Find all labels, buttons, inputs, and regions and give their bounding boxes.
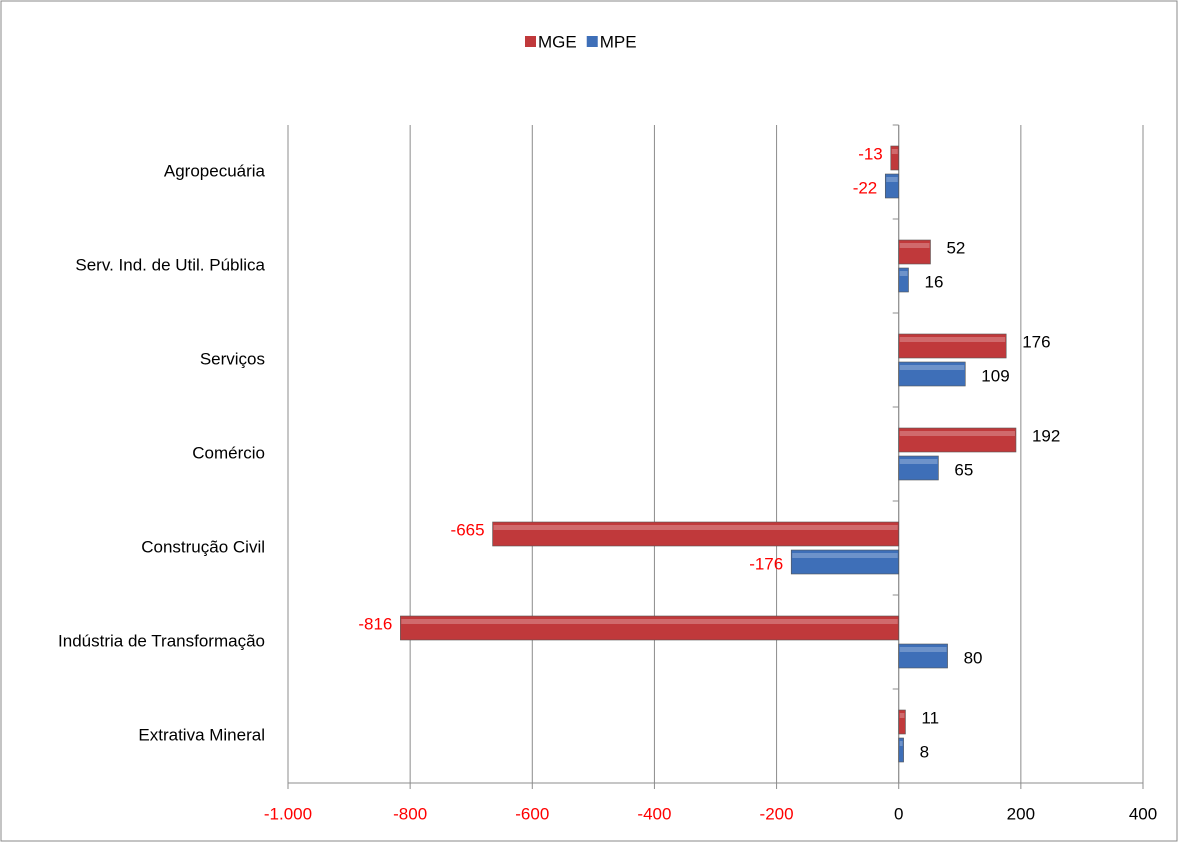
- legend-swatch: [586, 36, 598, 47]
- bar: [898, 737, 904, 763]
- bar: [898, 267, 909, 293]
- bar-highlight: [792, 553, 898, 558]
- data-label: -176: [749, 554, 783, 573]
- x-tick-label: -600: [515, 804, 549, 823]
- bar-highlight: [899, 337, 1006, 342]
- x-tick-label: 400: [1129, 804, 1157, 823]
- bar: [898, 239, 931, 265]
- data-label: 11: [921, 708, 939, 727]
- bar: [400, 615, 900, 641]
- x-tick-label: 0: [894, 804, 903, 823]
- bar-highlight: [899, 365, 965, 370]
- data-label: 8: [920, 742, 929, 761]
- legend-label: MGE: [538, 32, 577, 51]
- x-tick-label: -800: [393, 804, 427, 823]
- bar-highlight: [899, 243, 930, 248]
- bar: [898, 427, 1017, 453]
- bar: [890, 145, 900, 171]
- data-label: 16: [924, 272, 943, 291]
- bar: [898, 643, 948, 669]
- bar: [898, 709, 906, 735]
- legend-label: MPE: [600, 32, 637, 51]
- y-tick-label: Indústria de Transformação: [58, 631, 265, 650]
- legend-swatch: [525, 36, 536, 47]
- data-label: -816: [358, 614, 392, 633]
- bar: [884, 173, 900, 199]
- data-label: 176: [1022, 332, 1050, 351]
- y-tick-label: Comércio: [192, 443, 265, 462]
- bar-highlight: [899, 741, 903, 746]
- data-label: 65: [954, 460, 973, 479]
- bar: [790, 549, 900, 575]
- data-label: 52: [946, 238, 965, 257]
- bar: [898, 455, 939, 481]
- bar-highlight: [891, 149, 898, 154]
- x-tick-label: -1.000: [264, 804, 312, 823]
- data-label: -22: [853, 178, 878, 197]
- bar: [898, 333, 1007, 359]
- y-tick-label: Serviços: [200, 349, 265, 368]
- x-tick-label: 200: [1007, 804, 1035, 823]
- data-label: 192: [1032, 426, 1060, 445]
- bar-highlight: [493, 525, 898, 530]
- bar-highlight: [899, 271, 908, 276]
- bar-highlight: [401, 619, 898, 624]
- bar-highlight: [899, 431, 1015, 436]
- bar: [898, 361, 966, 387]
- y-tick-label: Extrativa Mineral: [138, 725, 265, 744]
- x-tick-label: -400: [637, 804, 671, 823]
- data-label: 80: [964, 648, 983, 667]
- data-label: -13: [858, 144, 883, 163]
- bar-highlight: [899, 713, 905, 718]
- bar: [492, 521, 900, 547]
- y-tick-label: Agropecuária: [164, 161, 266, 180]
- data-label: -665: [451, 520, 485, 539]
- bar-highlight: [899, 647, 947, 652]
- data-label: 109: [981, 366, 1009, 385]
- bar-highlight: [886, 177, 898, 182]
- y-tick-label: Construção Civil: [141, 537, 265, 556]
- x-tick-label: -200: [760, 804, 794, 823]
- y-tick-label: Serv. Ind. de Util. Pública: [75, 255, 265, 274]
- bar-highlight: [899, 459, 938, 464]
